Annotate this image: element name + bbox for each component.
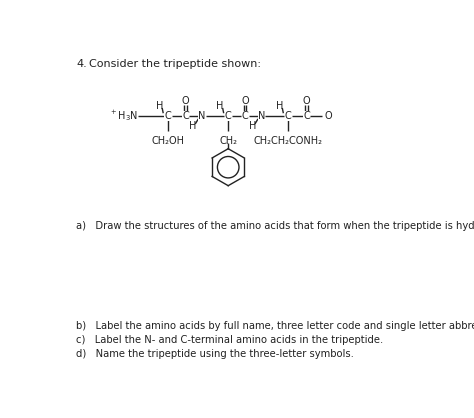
Text: CH₂CH₂CONH₂: CH₂CH₂CONH₂ xyxy=(254,135,322,145)
Text: C: C xyxy=(284,111,291,121)
Text: CH₂OH: CH₂OH xyxy=(151,135,184,145)
Text: O: O xyxy=(303,96,310,106)
Text: H: H xyxy=(216,101,223,111)
Text: Consider the tripeptide shown:: Consider the tripeptide shown: xyxy=(89,59,261,69)
Text: CH₂: CH₂ xyxy=(219,135,237,145)
Text: C: C xyxy=(303,111,310,121)
Text: c)   Label the N- and C-terminal amino acids in the tripeptide.: c) Label the N- and C-terminal amino aci… xyxy=(76,335,383,345)
Text: C: C xyxy=(242,111,249,121)
Text: b)   Label the amino acids by full name, three letter code and single letter abb: b) Label the amino acids by full name, t… xyxy=(76,321,474,331)
Text: O: O xyxy=(182,96,190,106)
Text: 4.: 4. xyxy=(76,59,87,69)
Text: H: H xyxy=(276,101,283,111)
Text: $^+$H$_3$N: $^+$H$_3$N xyxy=(109,108,138,123)
Text: N: N xyxy=(258,111,265,121)
Text: H: H xyxy=(248,121,256,131)
Text: N: N xyxy=(198,111,206,121)
Text: O: O xyxy=(241,96,249,106)
Text: H: H xyxy=(155,101,163,111)
Text: C: C xyxy=(225,111,232,121)
Text: C: C xyxy=(182,111,189,121)
Text: d)   Name the tripeptide using the three-letter symbols.: d) Name the tripeptide using the three-l… xyxy=(76,349,354,359)
Text: O: O xyxy=(324,111,332,121)
Text: a)   Draw the structures of the amino acids that form when the tripeptide is hyd: a) Draw the structures of the amino acid… xyxy=(76,221,474,231)
Text: C: C xyxy=(164,111,171,121)
Text: H: H xyxy=(189,121,196,131)
